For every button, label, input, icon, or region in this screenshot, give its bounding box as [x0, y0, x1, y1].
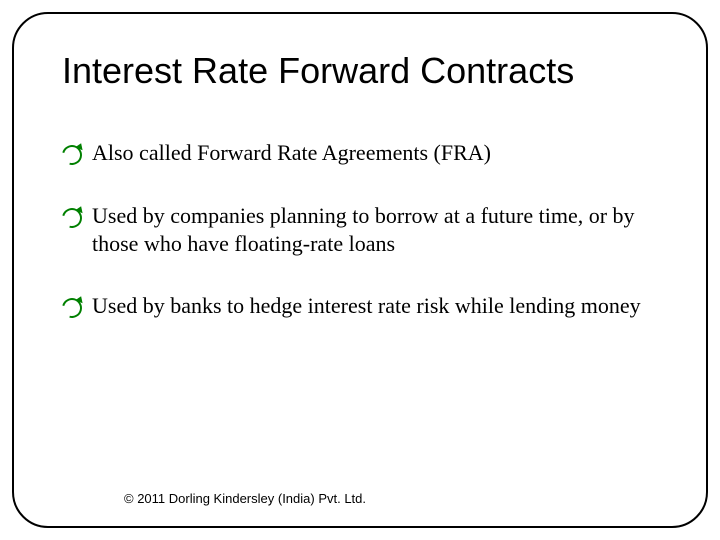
slide-title: Interest Rate Forward Contracts [62, 50, 658, 91]
bullet-text: Also called Forward Rate Agreements (FRA… [92, 140, 491, 165]
list-item: Also called Forward Rate Agreements (FRA… [62, 139, 658, 167]
copyright-text: © 2011 Dorling Kindersley (India) Pvt. L… [124, 491, 366, 506]
slide: Interest Rate Forward Contracts Also cal… [0, 0, 720, 540]
bullet-text: Used by banks to hedge interest rate ris… [92, 293, 641, 318]
bullet-list: Also called Forward Rate Agreements (FRA… [62, 139, 658, 320]
list-item: Used by banks to hedge interest rate ris… [62, 292, 658, 320]
bullet-text: Used by companies planning to borrow at … [92, 203, 635, 256]
slide-frame: Interest Rate Forward Contracts Also cal… [12, 12, 708, 528]
list-item: Used by companies planning to borrow at … [62, 202, 658, 258]
